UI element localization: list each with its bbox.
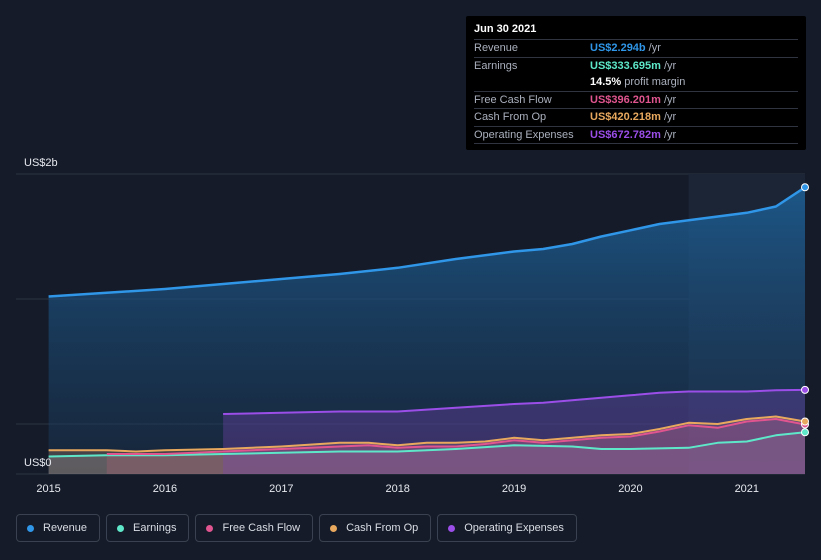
x-tick-label: 2018 <box>385 483 409 495</box>
legend-dot-icon <box>117 524 125 532</box>
endpoint-earnings <box>801 428 809 437</box>
x-tick-label: 2019 <box>502 483 526 495</box>
line-operating-expenses <box>223 388 806 415</box>
tooltip-value: US$396.201m <box>590 93 661 106</box>
legend-label: Cash From Op <box>346 522 419 534</box>
tooltip-unit: /yr <box>648 42 661 55</box>
tooltip-row-revenue: Revenue US$2.294b /yr <box>474 40 798 58</box>
tooltip-label: Free Cash Flow <box>474 93 552 106</box>
series-endpoints <box>801 183 809 437</box>
endpoint-revenue <box>801 183 809 192</box>
line-earnings <box>48 431 806 458</box>
x-axis-ticks: 2015 2016 2017 2018 2019 2020 2021 <box>36 483 759 495</box>
endpoint-operating-expenses <box>801 385 809 394</box>
legend-item-free-cash-flow[interactable]: Free Cash Flow <box>195 514 314 542</box>
legend-dot-icon <box>27 524 34 532</box>
tooltip-row-cash-from-op: Cash From Op US$420.218m /yr <box>474 109 798 127</box>
area-cash-from-op <box>48 416 806 474</box>
tooltip-date: Jun 30 2021 <box>474 23 798 40</box>
tooltip-panel: Jun 30 2021 Revenue US$2.294b /yr Earnin… <box>466 16 806 150</box>
tooltip-label: Earnings <box>474 59 518 72</box>
tooltip-row-earnings: Earnings US$333.695m /yr <box>474 58 798 75</box>
tooltip-value: US$333.695m <box>590 59 661 72</box>
legend-dot-icon <box>448 524 456 532</box>
tooltip-row-profit-margin: 14.5% profit margin <box>474 74 798 92</box>
tooltip-label: Cash From Op <box>474 111 547 124</box>
legend-label: Operating Expenses <box>464 522 564 534</box>
y-axis-bottom-label: US$0 <box>24 457 52 469</box>
tooltip-unit: /yr <box>663 93 677 106</box>
series-areas <box>48 187 806 475</box>
legend-item-operating-expenses[interactable]: Operating Expenses <box>437 514 577 542</box>
x-tick-label: 2017 <box>269 483 293 495</box>
tooltip-value: US$672.782m <box>590 128 661 141</box>
x-tick-label: 2021 <box>735 483 759 495</box>
tooltip-value: US$2.294b <box>590 42 646 55</box>
chart-legend: Revenue Earnings Free Cash Flow Cash Fro… <box>16 514 577 542</box>
tooltip-unit: /yr <box>663 111 677 124</box>
legend-item-revenue[interactable]: Revenue <box>16 514 101 542</box>
tooltip-unit: /yr <box>663 59 677 72</box>
endpoint-cash-from-op <box>801 417 809 426</box>
profit-margin-label: profit margin <box>624 76 686 89</box>
legend-label: Revenue <box>43 522 88 534</box>
x-tick-label: 2015 <box>36 483 60 495</box>
legend-dot-icon <box>330 524 338 532</box>
area-revenue <box>48 187 806 475</box>
area-operating-expenses <box>223 389 806 474</box>
series-lines <box>48 186 806 458</box>
y-axis-top-label: US$2b <box>24 157 58 169</box>
profit-margin-value: 14.5% <box>590 76 622 89</box>
x-tick-label: 2020 <box>618 483 642 495</box>
legend-dot-icon <box>206 524 214 532</box>
legend-item-earnings[interactable]: Earnings <box>106 514 190 542</box>
area-earnings <box>48 432 806 474</box>
line-revenue <box>48 186 806 298</box>
tooltip-row-operating-expenses: Operating Expenses US$672.782m /yr <box>474 127 798 144</box>
tooltip-unit: /yr <box>663 128 677 141</box>
line-cash-from-op <box>48 415 806 453</box>
legend-label: Earnings <box>133 522 177 534</box>
tooltip-label: Revenue <box>474 42 519 55</box>
tooltip-value: US$420.218m <box>590 111 661 124</box>
tooltip-row-free-cash-flow: Free Cash Flow US$396.201m /yr <box>474 92 798 109</box>
legend-label: Free Cash Flow <box>222 522 301 534</box>
legend-item-cash-from-op[interactable]: Cash From Op <box>319 514 432 542</box>
line-free-cash-flow <box>106 418 806 455</box>
x-tick-label: 2016 <box>153 483 177 495</box>
tooltip-label: Operating Expenses <box>474 128 574 141</box>
